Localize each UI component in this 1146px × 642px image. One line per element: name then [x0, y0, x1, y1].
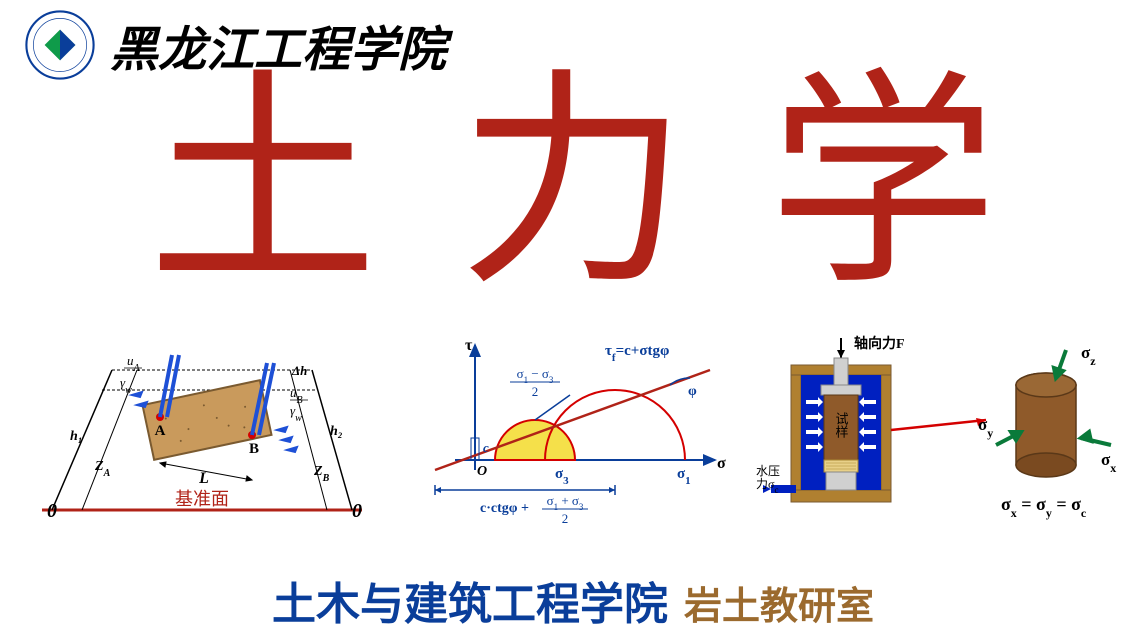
diagrams-row: 基准面 0 0 A B: [0, 320, 1146, 530]
svg-text:水压: 水压: [756, 464, 780, 478]
diagram-triaxial: 轴向力F 试样: [746, 330, 1126, 530]
svg-text:L: L: [198, 470, 209, 487]
diagram-mohr-coulomb: τ σ O φ τf=c+σtgφ c σ1 − σ3 2: [383, 330, 746, 530]
svg-text:σx = σy = σc: σx = σy = σc: [1001, 494, 1087, 520]
svg-text:2: 2: [531, 384, 538, 399]
svg-text:A: A: [154, 423, 165, 439]
svg-text:c: c: [483, 440, 489, 455]
svg-text:h₂: h₂: [330, 424, 343, 439]
svg-text:φ: φ: [688, 384, 697, 399]
main-title: 土力学: [0, 70, 1146, 300]
svg-text:0: 0: [352, 500, 362, 522]
svg-text:O: O: [477, 464, 487, 479]
svg-text:σz: σz: [1081, 343, 1096, 368]
svg-text:σ3: σ3: [555, 466, 569, 487]
footer-department: 土木与建筑工程学院: [272, 580, 668, 629]
svg-text:B: B: [248, 441, 258, 457]
svg-text:σ1: σ1: [677, 466, 691, 487]
svg-text:c·ctgφ +: c·ctgφ +: [480, 501, 529, 516]
svg-text:轴向力F: 轴向力F: [854, 335, 905, 352]
svg-text:σ: σ: [717, 455, 726, 472]
footer: 土木与建筑工程学院 岩土教研室: [0, 568, 1146, 632]
svg-text:2: 2: [561, 511, 568, 526]
svg-text:γw: γw: [290, 403, 302, 424]
svg-text:力σc: 力σc: [756, 477, 778, 495]
university-logo: [25, 10, 95, 80]
svg-text:试样: 试样: [834, 412, 849, 438]
footer-office: 岩土教研室: [684, 586, 874, 628]
svg-text:h₁: h₁: [70, 429, 83, 444]
svg-text:τf=c+σtgφ: τf=c+σtgφ: [605, 343, 669, 364]
baseline-label: 基准面: [175, 489, 229, 509]
svg-text:ZA: ZA: [94, 459, 111, 479]
svg-text:σy: σy: [978, 415, 993, 440]
svg-text:σx: σx: [1101, 450, 1116, 475]
svg-text:ZB: ZB: [313, 464, 330, 484]
diagram-seepage: 基准面 0 0 A B: [20, 335, 383, 525]
svg-text:τ: τ: [465, 337, 473, 354]
svg-text:Δh: Δh: [291, 363, 307, 378]
svg-text:γw: γw: [120, 375, 132, 396]
